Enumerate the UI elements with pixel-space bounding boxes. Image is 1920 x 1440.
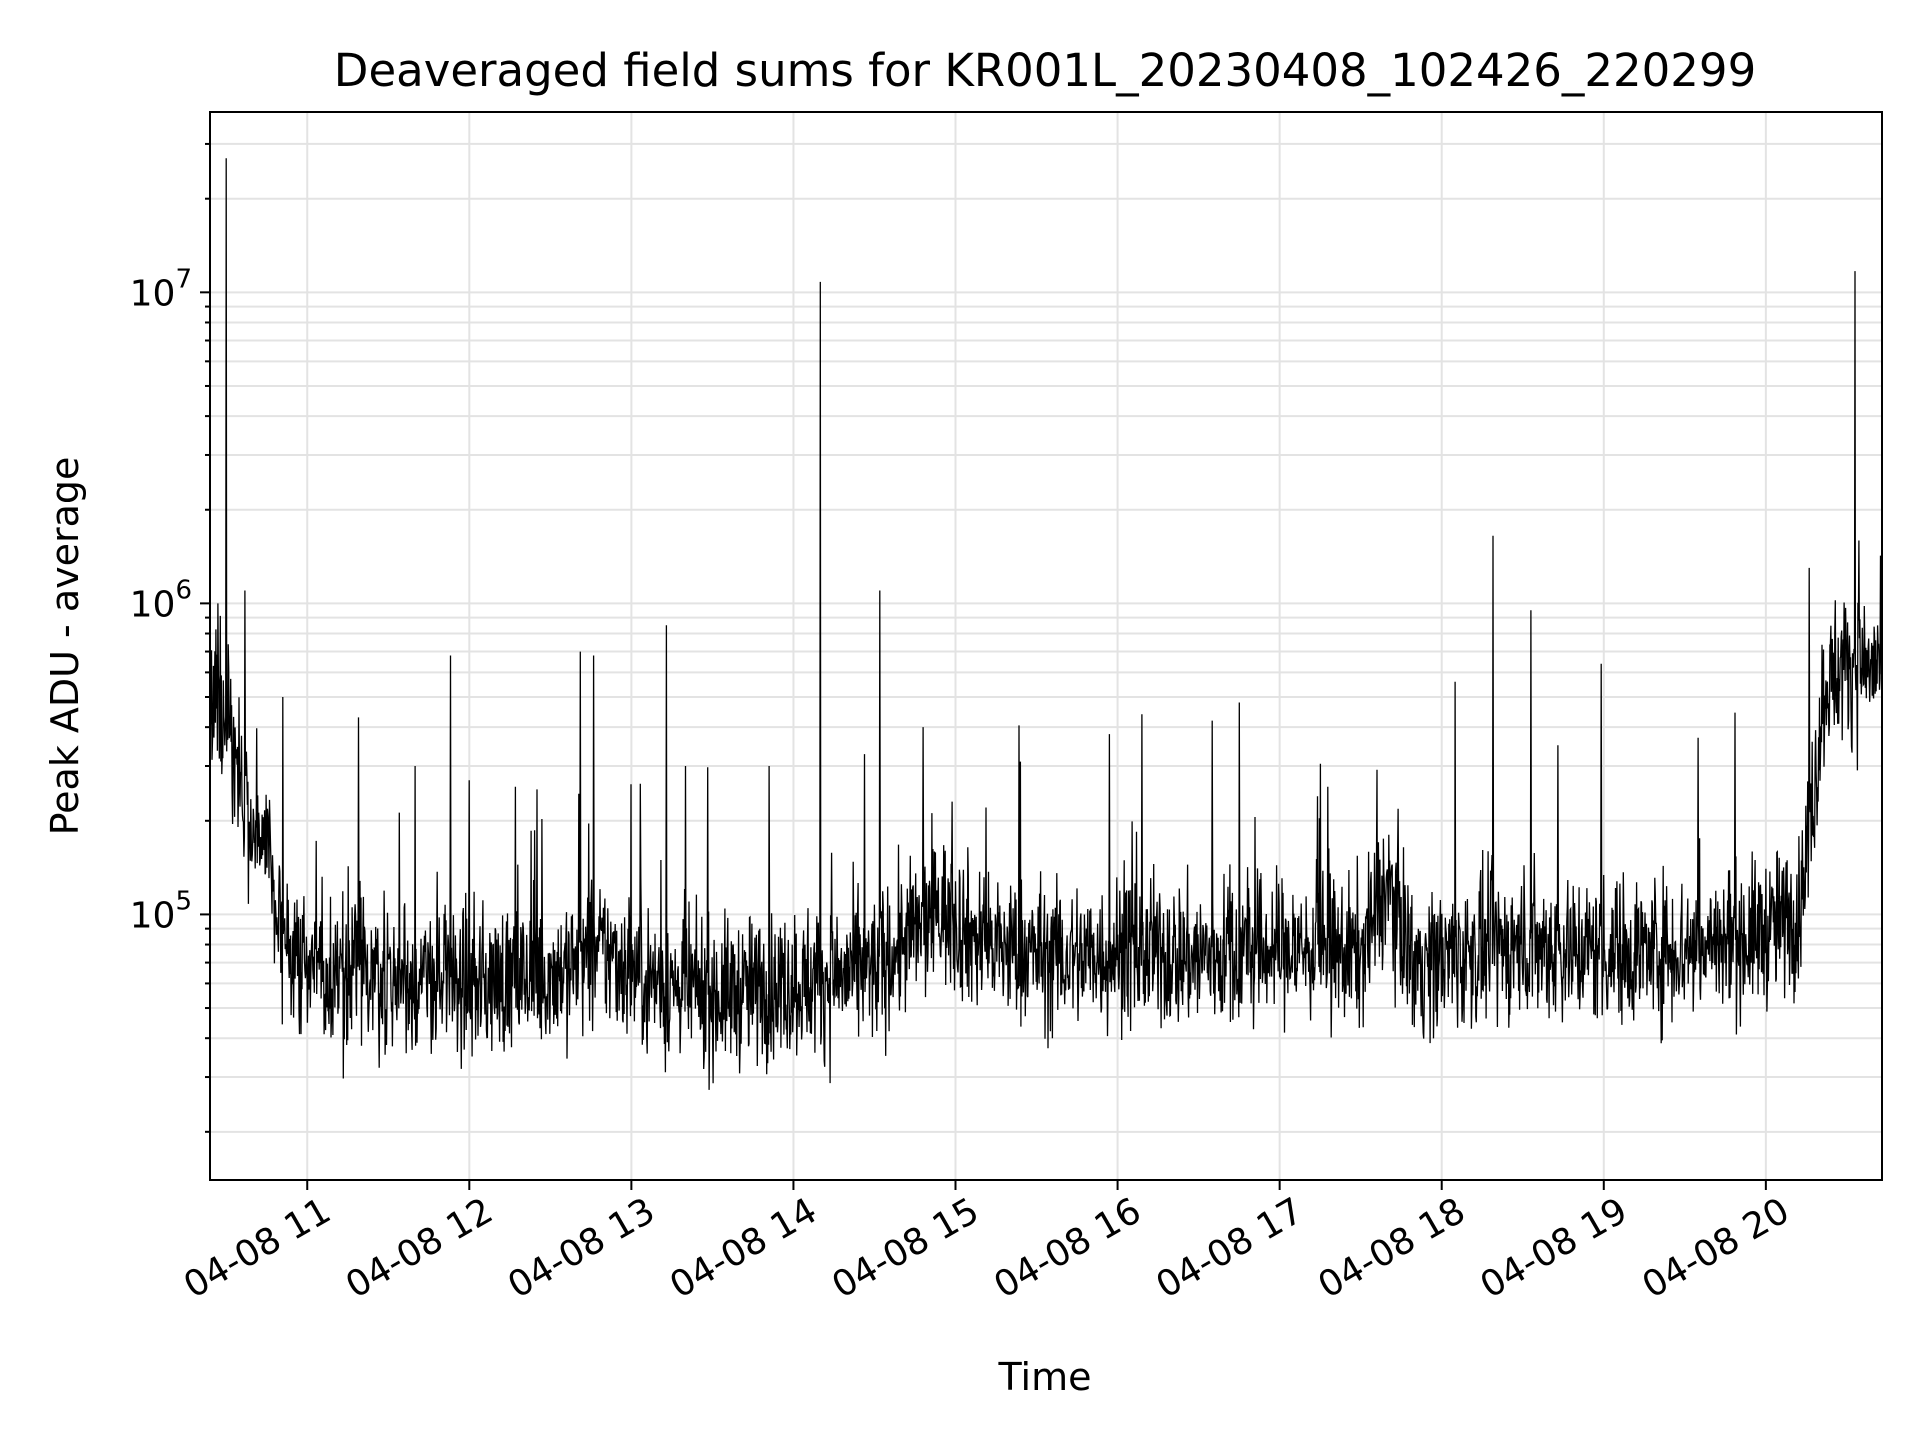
y-tick-exponent: 6 (175, 575, 192, 605)
y-tick-base: 10 (130, 584, 176, 625)
chart-title: Deaveraged field sums for KR001L_2023040… (334, 44, 1756, 97)
y-tick-base: 10 (130, 273, 176, 314)
y-tick-label: 105 (130, 886, 192, 936)
y-tick-exponent: 5 (175, 886, 192, 916)
plot-frame (209, 111, 1883, 1181)
series-line (209, 158, 1883, 1090)
y-tick-base: 10 (130, 895, 176, 936)
grid (210, 112, 1882, 1180)
y-tick-exponent: 7 (175, 264, 192, 294)
y-tick-label: 106 (130, 575, 192, 625)
x-axis-label: Time (998, 1355, 1092, 1399)
y-axis-label: Peak ADU - average (43, 457, 87, 836)
y-tick-label: 107 (130, 264, 192, 314)
series-peak-adu (209, 158, 1883, 1090)
